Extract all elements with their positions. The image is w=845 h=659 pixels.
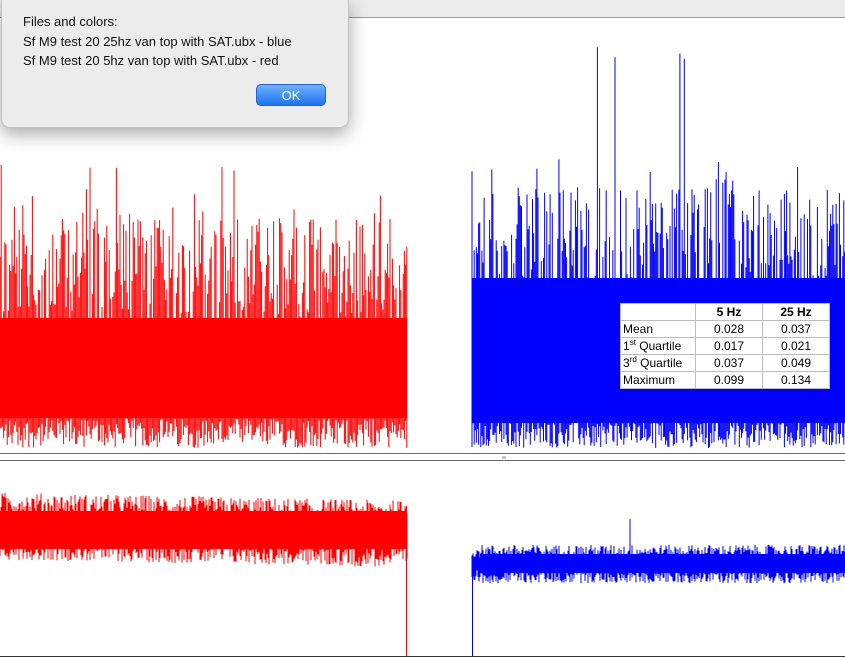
dialog-file-line-blue: Sf M9 test 20 25hz van top with SAT.ubx … bbox=[23, 33, 292, 49]
dialog-file-line-red: Sf M9 test 20 5hz van top with SAT.ubx -… bbox=[23, 53, 279, 68]
lower-plot-canvas bbox=[0, 493, 845, 657]
stats-label: 1st Quartile bbox=[620, 337, 696, 355]
stats-table: 5 Hz 25 Hz Mean 0.028 0.037 1st Quartile… bbox=[620, 303, 830, 389]
stats-label: Mean bbox=[620, 320, 696, 338]
red-series-5hz-lower-core bbox=[0, 511, 407, 549]
stats-label: 3rd Quartile bbox=[620, 354, 696, 372]
stats-row-third-quartile: 3rd Quartile 0.037 0.049 bbox=[620, 354, 830, 372]
lower-plot bbox=[0, 461, 845, 659]
pane-divider[interactable] bbox=[0, 453, 845, 461]
stats-header-blank bbox=[620, 303, 696, 321]
files-and-colors-dialog: Files and colors: Sf M9 test 20 25hz van… bbox=[1, 0, 349, 128]
dialog-heading: Files and colors: bbox=[23, 14, 118, 29]
red-series-5hz-upper-core bbox=[0, 318, 407, 418]
stats-value-25hz: 0.021 bbox=[762, 337, 830, 355]
stats-value-5hz: 0.028 bbox=[695, 320, 763, 338]
stats-value-5hz: 0.037 bbox=[695, 354, 763, 372]
stats-value-5hz: 0.099 bbox=[695, 371, 763, 389]
ok-button[interactable]: OK bbox=[256, 84, 326, 106]
stats-header-row: 5 Hz 25 Hz bbox=[620, 303, 830, 321]
stats-row-mean: Mean 0.028 0.037 bbox=[620, 320, 830, 338]
stats-row-first-quartile: 1st Quartile 0.017 0.021 bbox=[620, 337, 830, 355]
stats-value-25hz: 0.134 bbox=[762, 371, 830, 389]
blue-series-25hz-lower bbox=[471, 519, 845, 657]
stats-value-5hz: 0.017 bbox=[695, 337, 763, 355]
stats-label: Maximum bbox=[620, 371, 696, 389]
dialog-message: Files and colors: Sf M9 test 20 25hz van… bbox=[23, 12, 292, 71]
bottom-axis-line bbox=[0, 656, 845, 657]
stats-row-maximum: Maximum 0.099 0.134 bbox=[620, 371, 830, 389]
blue-series-25hz-lower-core bbox=[480, 554, 845, 573]
stats-header-25hz: 25 Hz bbox=[762, 303, 830, 321]
divider-grip-icon[interactable] bbox=[502, 456, 506, 459]
stats-value-25hz: 0.049 bbox=[762, 354, 830, 372]
stats-header-5hz: 5 Hz bbox=[695, 303, 763, 321]
stats-value-25hz: 0.037 bbox=[762, 320, 830, 338]
